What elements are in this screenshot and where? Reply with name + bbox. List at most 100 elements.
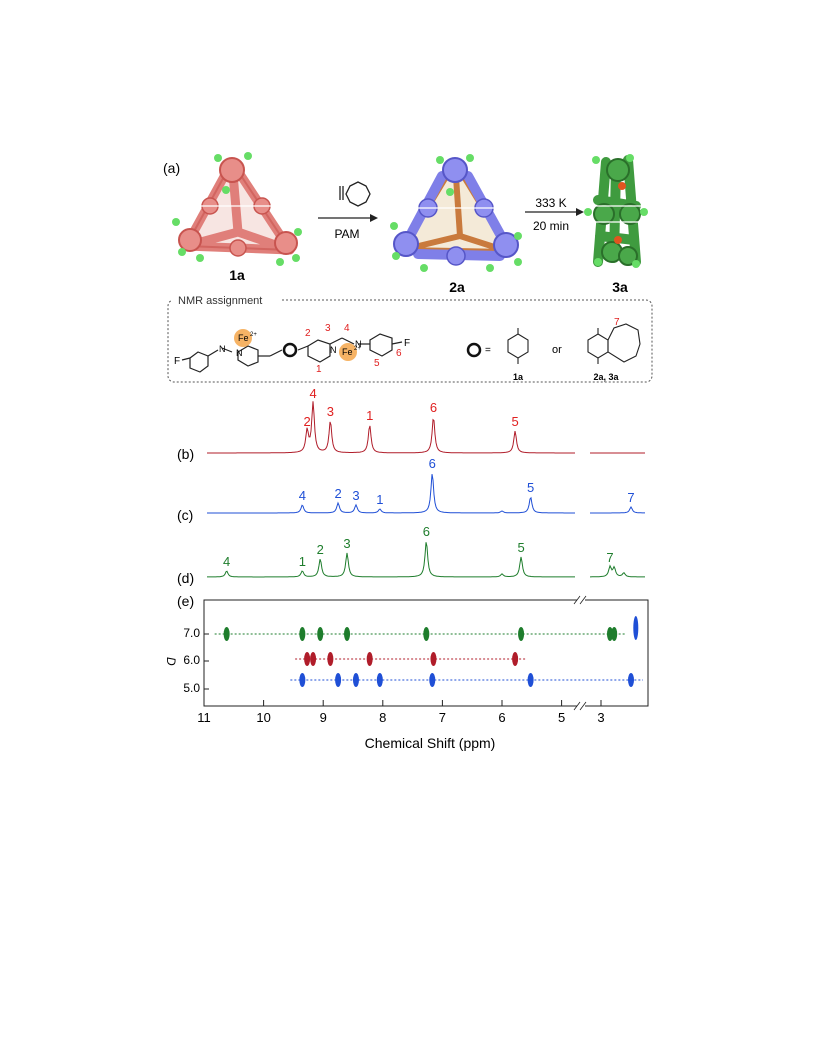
- peak-label-d-6: 6: [423, 524, 430, 539]
- x-tick-label-6: 6: [498, 710, 505, 725]
- pyridine-n-right: N: [330, 345, 337, 355]
- dosy-crosspeak-solvent: [633, 616, 639, 640]
- fe-ion-right: [339, 343, 357, 361]
- x-axis: 11 10 9 8 7 6 5 3: [197, 700, 605, 725]
- dosy-crosspeak-green-3: [344, 627, 351, 641]
- dosy-crosspeak-blue-5: [527, 673, 534, 687]
- linker-circle-icon: [282, 342, 298, 358]
- pyridine-n-left: N: [236, 348, 243, 358]
- fe-ion-left: [234, 329, 252, 347]
- cage-1a-model: [172, 152, 302, 266]
- dosy-ytick-7: 7.0: [183, 626, 200, 640]
- condition-temperature: 333 K: [535, 196, 566, 210]
- position-label-6: 6: [396, 348, 402, 359]
- dosy-crosspeak-red-1: [310, 652, 317, 666]
- pyridazine-label: 2a, 3a: [593, 372, 619, 382]
- x-tick-label-10: 10: [256, 710, 270, 725]
- ligand-structure: [181, 333, 403, 373]
- dosy-crosspeak-green-1: [299, 627, 306, 641]
- peak-label-c-6: 6: [429, 456, 436, 471]
- x-tick-label-8: 8: [379, 710, 386, 725]
- peak-label-b-1: 1: [366, 408, 373, 423]
- position-label-5: 5: [374, 358, 380, 369]
- dosy-frame: [203, 599, 649, 707]
- dosy-crosspeak-green-6: [607, 627, 613, 641]
- compound-1a-label: 1a: [229, 267, 245, 283]
- peak-label-c-4: 4: [299, 488, 306, 503]
- dosy-crosspeak-blue-3: [376, 673, 383, 687]
- compound-3a-label: 3a: [612, 279, 628, 295]
- peak-label-b-4: 4: [309, 386, 316, 401]
- panel-label-a: (a): [163, 160, 180, 176]
- peak-label-d-2: 2: [317, 542, 324, 557]
- pyridazine-cyclooctane-structure: [587, 323, 641, 364]
- fe-label-right: Fe: [342, 347, 353, 357]
- panel-label-e: (e): [177, 593, 194, 609]
- or-text: or: [552, 344, 562, 356]
- panel-label-d: (d): [177, 570, 194, 586]
- dosy-crosspeak-blue-2: [352, 673, 359, 687]
- dosy-crosspeak-green-2: [317, 627, 324, 641]
- peak-label-c-3: 3: [352, 488, 359, 503]
- x-tick-label-7: 7: [439, 710, 446, 725]
- dosy-crosspeak-green-5: [518, 627, 525, 641]
- position-label-2: 2: [305, 328, 311, 339]
- axis-break-marks: [573, 595, 587, 711]
- dosy-crosspeak-red-0: [304, 652, 311, 666]
- peak-label-c-5: 5: [527, 480, 534, 495]
- tetrazine-label: 1a: [513, 372, 524, 382]
- position-label-4: 4: [344, 323, 350, 334]
- spectrum-c-trace: [207, 474, 645, 514]
- peak-label-c-2: 2: [334, 486, 341, 501]
- peak-label-b-6: 6: [430, 400, 437, 415]
- condition-time: 20 min: [533, 219, 569, 233]
- dosy-cross-peaks: [214, 616, 643, 687]
- peak-label-c-1: 1: [376, 492, 383, 507]
- axis-break-gap: [577, 594, 585, 712]
- tetrazine-structure: [507, 328, 529, 364]
- imine-n-right: N: [355, 339, 362, 349]
- fluorine-label-left: F: [174, 356, 180, 367]
- fluorine-label-right: F: [404, 338, 410, 349]
- dosy-crosspeak-blue-4: [429, 673, 436, 687]
- compound-2a-label: 2a: [449, 279, 465, 295]
- peak-label-b-5: 5: [511, 414, 518, 429]
- dosy-crosspeak-green-4: [423, 627, 430, 641]
- peak-label-d-3: 3: [343, 536, 350, 551]
- peak-label-d-1: 1: [299, 554, 306, 569]
- fe-charge-right: 2+: [354, 346, 361, 352]
- dosy-crosspeak-blue-1: [335, 673, 342, 687]
- fe-charge-left: 2+: [250, 332, 257, 338]
- dosy-crosspeak-red-4: [430, 652, 437, 666]
- peak-label-d-5: 5: [517, 540, 524, 555]
- x-tick-label-3: 3: [597, 710, 604, 725]
- dosy-ytick-6: 6.0: [183, 653, 200, 667]
- peak-label-b-2: 2: [303, 414, 310, 429]
- peak-label-b-3: 3: [327, 404, 334, 419]
- dosy-crosspeak-red-5: [512, 652, 519, 666]
- spectrum-d-trace: [207, 542, 645, 578]
- x-axis-label: Chemical Shift (ppm): [365, 735, 496, 751]
- dosy-crosspeak-blue-0: [299, 673, 306, 687]
- panel-label-c: (c): [177, 507, 193, 523]
- imine-n-left: N: [219, 344, 226, 354]
- equals-sign: =: [485, 345, 491, 356]
- x-tick-label-5: 5: [558, 710, 565, 725]
- fe-label-left: Fe: [238, 333, 249, 343]
- x-tick-label-11: 11: [197, 710, 211, 725]
- dosy-crosspeak-green-7: [611, 627, 618, 641]
- position-label-3: 3: [325, 323, 331, 334]
- peak-label-d-7: 7: [606, 550, 613, 565]
- reaction-arrowhead-1: [370, 214, 378, 222]
- dosy-crosspeak-blue-6: [628, 673, 634, 687]
- nmr-assignment-box: [167, 299, 653, 383]
- dosy-ytick-5: 5.0: [183, 681, 200, 695]
- dosy-crosspeak-red-2: [327, 652, 334, 666]
- peak-label-c-7: 7: [627, 490, 634, 505]
- x-tick-label-9: 9: [320, 710, 327, 725]
- nmr-assignment-title: NMR assignment: [178, 295, 262, 307]
- cage-3a-model: [584, 154, 648, 268]
- cage-2a-model: [390, 154, 522, 272]
